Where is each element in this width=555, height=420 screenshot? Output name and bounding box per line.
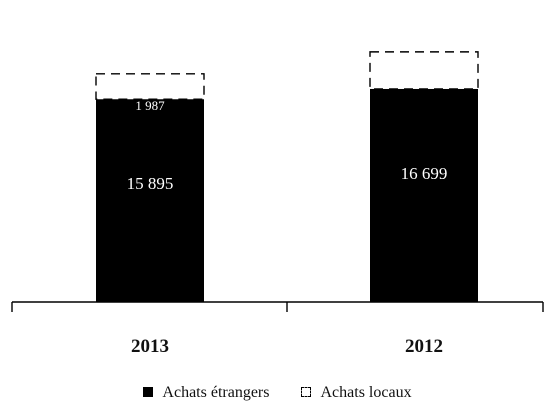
category-label-2012: 2012: [405, 336, 443, 357]
bar-2012-achats-locaux: [369, 51, 479, 90]
legend-label-achats-locaux: Achats locaux: [320, 384, 412, 401]
chart-plot: 15 895 1 987 2013 16 699 2012: [11, 51, 544, 357]
data-label-2013-achats-etrangers: 15 895: [127, 174, 174, 193]
data-label-2013-top: 1 987: [135, 98, 165, 113]
legend-label-achats-etrangers: Achats étrangers: [162, 384, 270, 401]
category-label-2013: 2013: [131, 336, 169, 357]
legend-swatch-achats-etrangers: [143, 387, 154, 397]
legend-swatch-achats-locaux: [301, 387, 312, 397]
legend-item-achats-etrangers: Achats étrangers: [143, 384, 269, 402]
bar-2013-achats-locaux: [95, 73, 205, 100]
bar-2013-achats-etrangers: [96, 99, 204, 302]
data-label-2012-achats-etrangers: 16 699: [401, 164, 448, 183]
legend: Achats étrangers Achats locaux: [0, 384, 555, 402]
legend-item-achats-locaux: Achats locaux: [301, 384, 412, 402]
bar-2012-achats-etrangers: [370, 88, 478, 303]
